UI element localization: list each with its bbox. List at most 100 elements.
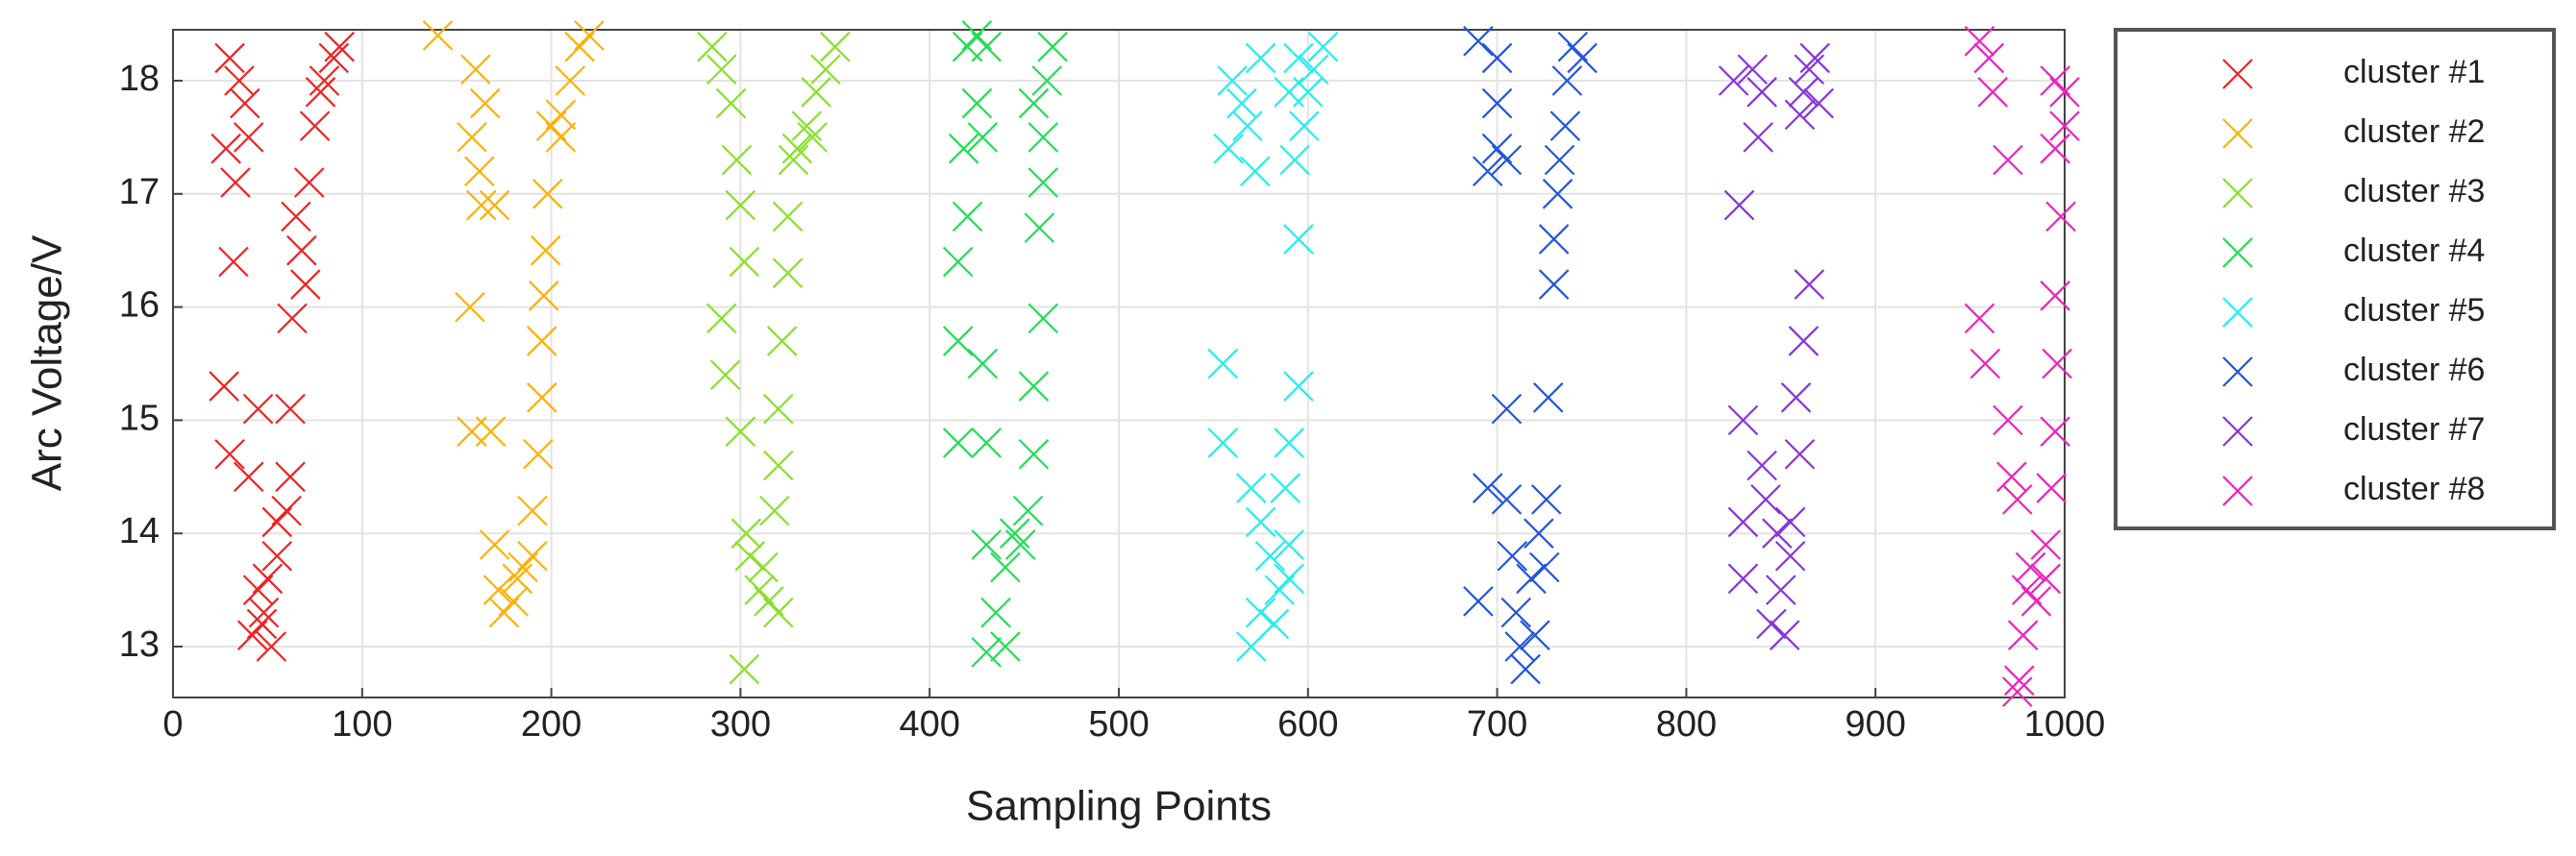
point: [1264, 575, 1296, 605]
point: [715, 87, 747, 119]
point: [797, 122, 828, 153]
point: [1544, 144, 1575, 176]
point: [2040, 65, 2070, 96]
point: [209, 371, 239, 402]
point: [1746, 450, 1777, 481]
point: [942, 326, 974, 356]
point: [526, 326, 557, 356]
point: [1472, 156, 1503, 187]
legend-marker: [2222, 416, 2253, 447]
point: [1774, 506, 1806, 538]
point: [820, 31, 851, 62]
x-tick-label: 600: [1277, 704, 1338, 745]
point: [466, 189, 497, 221]
point: [1217, 65, 1248, 96]
point: [455, 291, 485, 323]
point: [1551, 65, 1583, 96]
point: [791, 110, 823, 141]
point: [1472, 473, 1503, 503]
point: [1018, 438, 1050, 470]
point: [1780, 382, 1812, 413]
legend-marker: [2222, 476, 2253, 506]
point: [224, 65, 255, 96]
point: [233, 461, 264, 493]
axes-box: [172, 29, 2066, 698]
point: [961, 87, 993, 119]
point: [1270, 473, 1300, 503]
point: [275, 461, 306, 493]
point: [734, 540, 766, 572]
y-tick-label: 18: [119, 59, 160, 99]
point: [1516, 563, 1547, 595]
point: [1542, 179, 1573, 209]
point: [1756, 608, 1787, 640]
point: [286, 234, 317, 266]
point: [1245, 42, 1276, 74]
point: [261, 506, 293, 538]
point: [706, 303, 737, 334]
x-tick-label: 0: [162, 704, 183, 745]
x-tick-label: 700: [1467, 704, 1527, 745]
point: [1481, 42, 1513, 74]
point: [1794, 54, 1825, 86]
point: [1463, 26, 1494, 57]
legend-marker: [2222, 297, 2253, 328]
point: [729, 653, 760, 685]
point: [1567, 42, 1598, 74]
point: [971, 529, 1003, 560]
point: [1784, 438, 1816, 470]
point: [517, 495, 548, 526]
point: [1977, 77, 2008, 108]
point: [242, 575, 274, 605]
point: [1993, 404, 2023, 436]
point: [464, 156, 495, 187]
point: [318, 42, 350, 74]
point: [532, 179, 563, 209]
point: [961, 20, 993, 51]
point: [1235, 473, 1267, 503]
point: [709, 359, 741, 391]
point: [1510, 653, 1541, 685]
legend-marker: [2222, 59, 2253, 89]
point: [488, 597, 520, 628]
point: [1788, 77, 1820, 108]
point: [1028, 122, 1059, 153]
point: [236, 620, 268, 650]
point: [1279, 144, 1310, 176]
legend-marker: [2222, 356, 2253, 387]
point: [1794, 269, 1825, 300]
point: [242, 393, 274, 425]
point: [948, 133, 979, 164]
point: [980, 597, 1011, 628]
point: [1743, 122, 1773, 153]
legend-label: cluster #7: [2343, 411, 2485, 448]
legend-marker: [2222, 237, 2253, 268]
y-tick-label: 15: [119, 398, 160, 438]
point: [725, 416, 756, 447]
point: [1762, 518, 1793, 549]
point: [1274, 563, 1304, 595]
x-tick-label: 400: [899, 704, 959, 745]
point: [1491, 144, 1523, 176]
point: [233, 122, 264, 153]
point: [422, 20, 454, 51]
y-tick-label: 13: [119, 624, 160, 665]
point: [305, 77, 336, 108]
legend-label: cluster #4: [2343, 232, 2485, 269]
point: [1727, 563, 1759, 595]
point: [942, 428, 974, 458]
point: [1289, 110, 1320, 141]
point: [697, 31, 728, 62]
x-tick-label: 800: [1656, 704, 1717, 745]
point: [220, 167, 251, 198]
point: [528, 281, 559, 311]
point: [248, 597, 280, 628]
point: [261, 540, 293, 572]
point: [293, 167, 325, 198]
point: [729, 246, 760, 278]
point: [1213, 133, 1244, 164]
legend-label: cluster #5: [2343, 292, 2485, 329]
point: [2036, 473, 2067, 503]
legend-label: cluster #8: [2343, 471, 2485, 507]
x-tick-label: 500: [1088, 704, 1149, 745]
